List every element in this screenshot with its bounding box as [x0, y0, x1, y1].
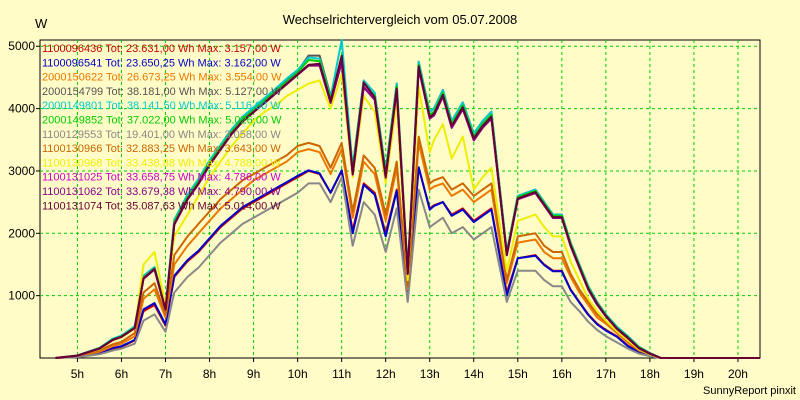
- x-tick-label: 8h: [203, 367, 216, 381]
- legend-entry-6: 2000149852 Tot: 37.022,00 Wh Max: 5.026,…: [42, 115, 282, 127]
- x-tick-label: 16h: [552, 367, 572, 381]
- legend-entry-11: 1100131062 Tot: 33.679,38 Wh Max: 4.790,…: [42, 186, 281, 198]
- y-tick-label: 1000: [8, 289, 35, 303]
- x-tick-label: 9h: [247, 367, 260, 381]
- x-tick-label: 10h: [288, 367, 308, 381]
- legend-entry-2: 1100096541 Tot: 23.650,25 Wh Max: 3.162,…: [42, 57, 281, 69]
- series-line-12: [55, 54, 760, 359]
- footer-credit: SunnyReport pinxit: [703, 385, 796, 397]
- x-tick-label: 7h: [159, 367, 172, 381]
- x-tick-label: 18h: [640, 367, 660, 381]
- legend-entry-5: 2000149801 Tot: 38.141,50 Wh Max: 5.116,…: [42, 100, 281, 112]
- y-tick-label: 2000: [8, 226, 35, 240]
- x-tick-label: 5h: [71, 367, 84, 381]
- legend-entry-12: 1100131074 Tot: 35.087,63 Wh Max: 5.014,…: [42, 200, 281, 212]
- x-tick-label: 14h: [464, 367, 484, 381]
- series-line-7: [55, 176, 760, 359]
- x-tick-label: 19h: [684, 367, 704, 381]
- x-tick-label: 12h: [376, 367, 396, 381]
- legend-entry-4: 2000154799 Tot: 38.181,00 Wh Max: 5.127,…: [42, 86, 282, 98]
- x-tick-label: 11h: [332, 367, 351, 381]
- legend-entry-1: 1100096436 Tot: 23.631,00 Wh Max: 3.157,…: [42, 43, 281, 55]
- y-axis-ticks: 1000 2000 3000 4000 5000: [8, 39, 40, 303]
- legend-entry-7: 1100129553 Tot: 19.401,00 Wh Max: 3.058,…: [42, 129, 281, 141]
- x-tick-label: 15h: [508, 367, 528, 381]
- y-tick-label: 5000: [8, 39, 35, 53]
- legend-entry-3: 2000150622 Tot: 26.673,25 Wh Max: 3.554,…: [42, 72, 282, 84]
- series-line-2: [55, 166, 760, 359]
- legend-entry-10: 1100131025 Tot: 33.658,75 Wh Max: 4.786,…: [42, 172, 281, 184]
- y-axis-unit: W: [35, 16, 48, 31]
- x-tick-label: 20h: [728, 367, 748, 381]
- legend-entry-9: 1100130968 Tot: 33.438,88 Wh Max: 4.788,…: [42, 157, 281, 169]
- x-tick-label: 17h: [596, 367, 616, 381]
- chart-title: Wechselrichtervergleich vom 05.07.2008: [283, 12, 518, 27]
- x-tick-label: 13h: [420, 367, 440, 381]
- legend-entry-8: 1100130966 Tot: 32.883,25 Wh Max: 3.643,…: [42, 143, 281, 155]
- series-lines: [55, 39, 760, 359]
- y-tick-label: 3000: [8, 164, 35, 178]
- legend: 1100096436 Tot: 23.631,00 Wh Max: 3.157,…: [42, 43, 282, 212]
- x-axis-ticks: 5h 6h 7h 8h 9h 10h 11h 12h 13h 14h 15h 16h 17h 18h 19h…: [71, 358, 748, 381]
- x-tick-label: 6h: [115, 367, 128, 381]
- y-tick-label: 4000: [8, 102, 35, 116]
